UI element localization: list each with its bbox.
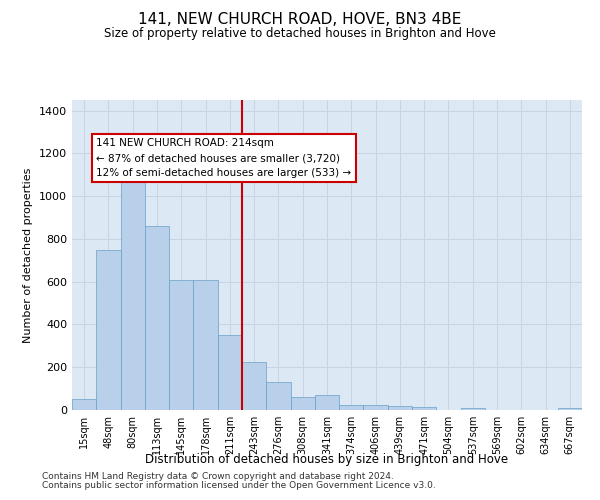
Text: Size of property relative to detached houses in Brighton and Hove: Size of property relative to detached ho… [104, 28, 496, 40]
Bar [266, 382, 290, 410]
Bar [412, 407, 436, 410]
Bar [121, 175, 145, 410]
Bar [290, 397, 315, 410]
Bar [72, 400, 96, 410]
Bar [558, 408, 582, 410]
Bar [388, 406, 412, 410]
Bar [315, 395, 339, 410]
Bar [218, 335, 242, 410]
Bar [193, 280, 218, 410]
Y-axis label: Number of detached properties: Number of detached properties [23, 168, 34, 342]
Bar [242, 362, 266, 410]
Text: Distribution of detached houses by size in Brighton and Hove: Distribution of detached houses by size … [145, 452, 509, 466]
Bar [145, 226, 169, 410]
Bar [169, 280, 193, 410]
Text: Contains HM Land Registry data © Crown copyright and database right 2024.: Contains HM Land Registry data © Crown c… [42, 472, 394, 481]
Text: 141, NEW CHURCH ROAD, HOVE, BN3 4BE: 141, NEW CHURCH ROAD, HOVE, BN3 4BE [139, 12, 461, 28]
Text: 141 NEW CHURCH ROAD: 214sqm
← 87% of detached houses are smaller (3,720)
12% of : 141 NEW CHURCH ROAD: 214sqm ← 87% of det… [96, 138, 352, 178]
Bar [364, 404, 388, 410]
Text: Contains public sector information licensed under the Open Government Licence v3: Contains public sector information licen… [42, 481, 436, 490]
Bar [339, 404, 364, 410]
Bar [461, 408, 485, 410]
Bar [96, 250, 121, 410]
